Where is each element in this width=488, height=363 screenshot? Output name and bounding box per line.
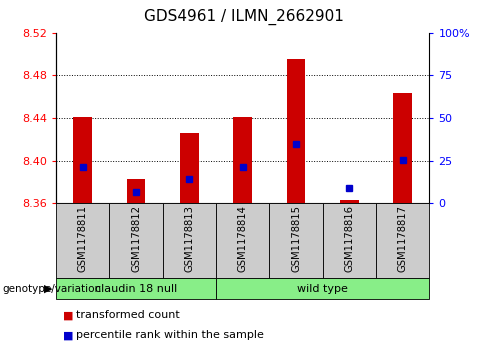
Bar bbox=[56, 278, 216, 299]
Bar bbox=[340, 200, 359, 203]
Bar bbox=[127, 179, 145, 203]
Bar bbox=[216, 278, 429, 299]
Bar bbox=[163, 203, 216, 278]
Bar bbox=[109, 203, 163, 278]
Text: GSM1178816: GSM1178816 bbox=[345, 205, 354, 273]
Text: GSM1178811: GSM1178811 bbox=[78, 205, 88, 273]
Text: wild type: wild type bbox=[297, 284, 348, 294]
Text: transformed count: transformed count bbox=[76, 310, 180, 321]
Text: ▶: ▶ bbox=[44, 284, 53, 294]
Text: GSM1178814: GSM1178814 bbox=[238, 205, 248, 273]
Bar bbox=[180, 133, 199, 203]
Bar bbox=[269, 203, 323, 278]
Text: claudin 18 null: claudin 18 null bbox=[95, 284, 177, 294]
Text: GSM1178813: GSM1178813 bbox=[184, 205, 194, 273]
Bar bbox=[56, 203, 109, 278]
Text: GSM1178812: GSM1178812 bbox=[131, 205, 141, 273]
Bar bbox=[393, 93, 412, 203]
Bar bbox=[287, 59, 305, 203]
Text: GDS4961 / ILMN_2662901: GDS4961 / ILMN_2662901 bbox=[144, 9, 344, 25]
Bar bbox=[233, 117, 252, 203]
Bar bbox=[376, 203, 429, 278]
Bar bbox=[323, 203, 376, 278]
Text: GSM1178817: GSM1178817 bbox=[398, 205, 408, 273]
Bar bbox=[216, 203, 269, 278]
Text: GSM1178815: GSM1178815 bbox=[291, 205, 301, 273]
Text: genotype/variation: genotype/variation bbox=[2, 284, 102, 294]
Bar bbox=[74, 117, 92, 203]
Text: ■: ■ bbox=[63, 310, 74, 321]
Text: ■: ■ bbox=[63, 330, 74, 340]
Text: percentile rank within the sample: percentile rank within the sample bbox=[76, 330, 264, 340]
